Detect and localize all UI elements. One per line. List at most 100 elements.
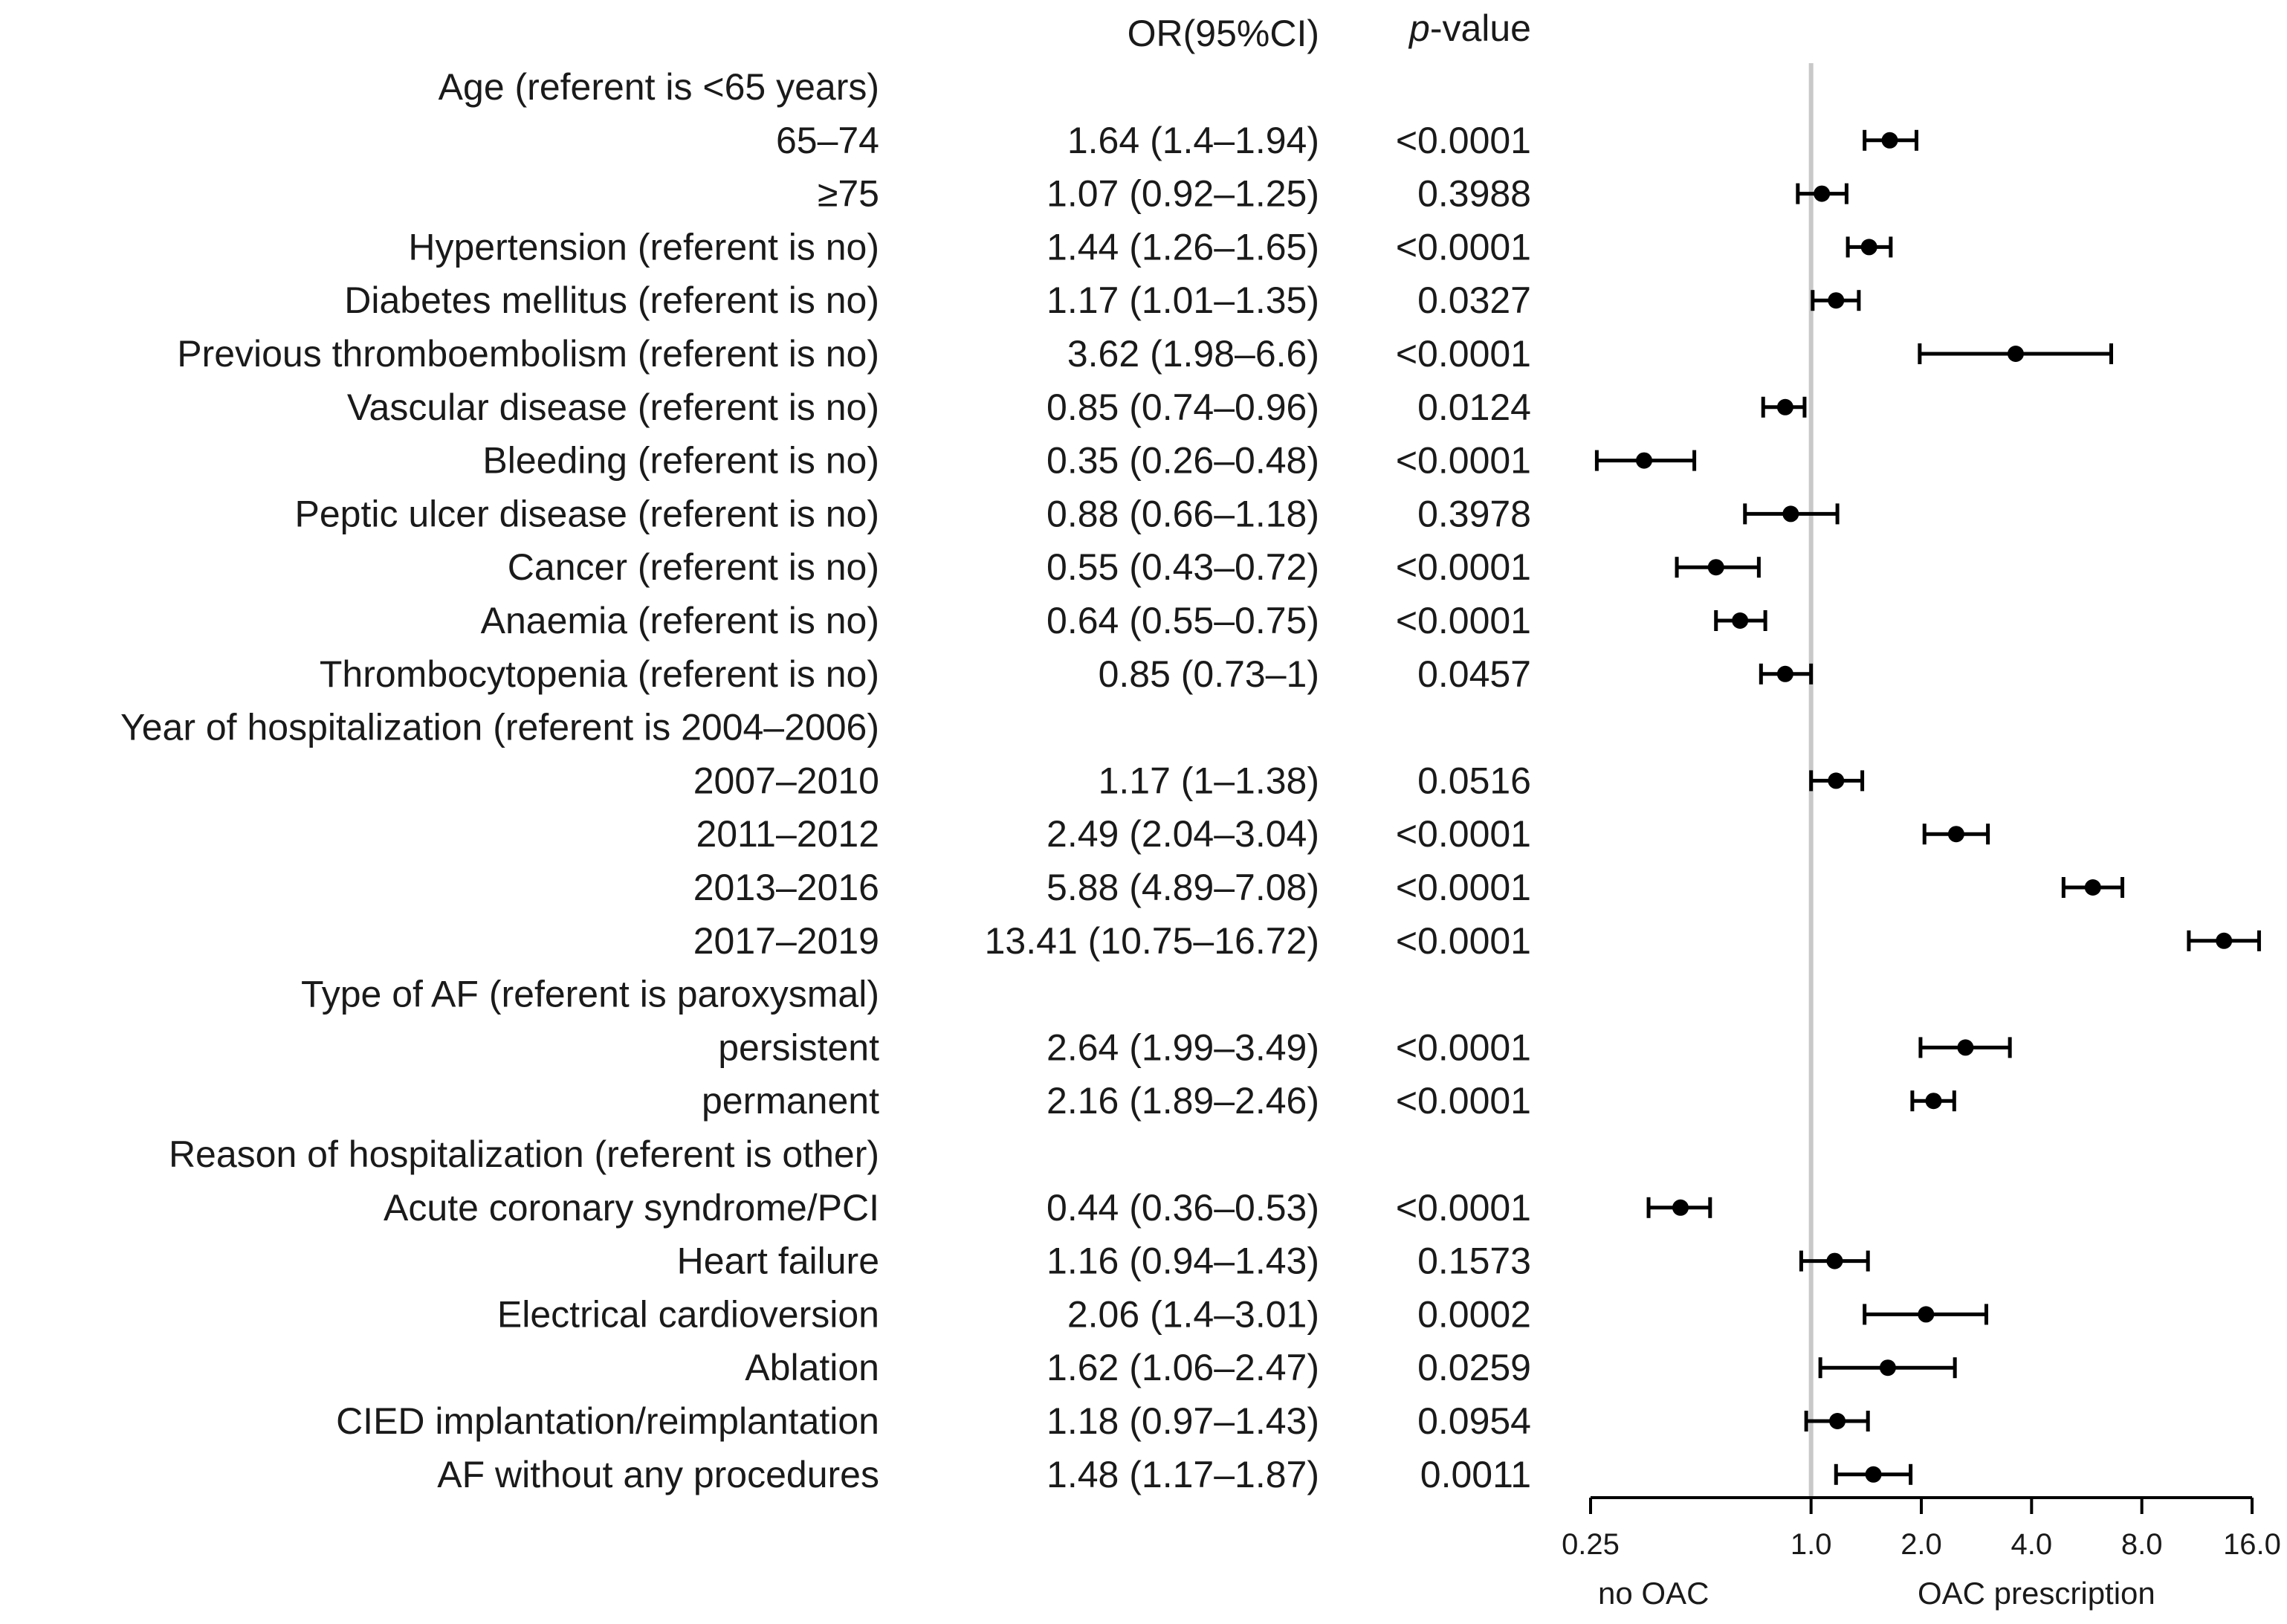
p-value: 0.1573	[1417, 1240, 1531, 1282]
or-column-header: OR(95%CI)	[1128, 13, 1319, 54]
p-value: 0.0516	[1417, 760, 1531, 801]
row-label: 2017–2019	[693, 920, 879, 962]
row-label: 65–74	[776, 120, 879, 161]
p-value-header-suffix: -value	[1430, 7, 1531, 49]
or-point	[2084, 879, 2101, 896]
group-header-label: Year of hospitalization (referent is 200…	[120, 707, 879, 748]
row-label: 2011–2012	[696, 813, 879, 855]
x-tick-label: 1.0	[1791, 1528, 1832, 1561]
p-value: 0.0954	[1417, 1400, 1531, 1442]
no-oac-label: no OAC	[1598, 1576, 1709, 1611]
or-point	[2007, 346, 2024, 362]
group-header-label: Age (referent is <65 years)	[439, 66, 879, 108]
row-label: 2007–2010	[693, 760, 879, 801]
row-label: Ablation	[745, 1347, 879, 1388]
or-ci-value: 1.17 (1.01–1.35)	[1047, 279, 1319, 321]
or-point	[1776, 398, 1793, 415]
or-point	[1957, 1039, 1974, 1056]
row-label: Anaemia (referent is no)	[481, 600, 879, 641]
p-value: 0.0011	[1420, 1454, 1531, 1495]
or-point	[1732, 612, 1749, 629]
or-ci-value: 5.88 (4.89–7.08)	[1047, 867, 1319, 908]
p-value: <0.0001	[1396, 546, 1531, 588]
or-point	[1782, 505, 1799, 523]
row-label: Cancer (referent is no)	[508, 546, 879, 588]
or-point	[1636, 452, 1653, 469]
row-label: permanent	[702, 1080, 879, 1122]
or-point	[2216, 932, 2233, 949]
row-label: Vascular disease (referent is no)	[347, 386, 879, 428]
x-tick-label: 16.0	[2223, 1528, 2281, 1561]
p-value: <0.0001	[1396, 1080, 1531, 1122]
p-value: <0.0001	[1396, 1187, 1531, 1229]
p-value: 0.0259	[1417, 1347, 1531, 1388]
or-ci-value: 1.18 (0.97–1.43)	[1047, 1400, 1319, 1442]
rows-layer: Age (referent is <65 years) 65–74 1.64 (1.…	[120, 63, 2261, 1498]
x-tick-label: 2.0	[1901, 1528, 1942, 1561]
p-value: <0.0001	[1396, 120, 1531, 161]
p-value-column-header: p-value	[1408, 7, 1531, 49]
p-value: <0.0001	[1396, 813, 1531, 855]
p-value: <0.0001	[1396, 333, 1531, 375]
or-ci-value: 2.16 (1.89–2.46)	[1047, 1080, 1319, 1122]
or-ci-value: 1.62 (1.06–2.47)	[1047, 1347, 1319, 1388]
row-label: Acute coronary syndrome/PCI	[384, 1187, 879, 1229]
row-label: Heart failure	[677, 1240, 879, 1282]
or-ci-value: 0.44 (0.36–0.53)	[1047, 1187, 1319, 1229]
or-point	[1829, 1413, 1846, 1429]
or-ci-value: 1.64 (1.4–1.94)	[1067, 120, 1319, 161]
or-point	[1826, 1252, 1843, 1269]
or-point	[1918, 1306, 1935, 1323]
p-value: 0.3978	[1417, 493, 1531, 534]
or-point	[1776, 665, 1793, 682]
row-label: Diabetes mellitus (referent is no)	[344, 279, 879, 321]
p-value: 0.0457	[1417, 653, 1531, 695]
or-point	[1707, 559, 1724, 576]
or-point	[1828, 292, 1845, 309]
oac-prescription-label: OAC prescription	[1918, 1576, 2155, 1611]
or-ci-value: 0.55 (0.43–0.72)	[1047, 546, 1319, 588]
or-ci-value: 0.85 (0.73–1)	[1099, 653, 1319, 695]
or-point	[1860, 239, 1877, 256]
p-value-header-italic: p	[1408, 7, 1430, 49]
or-point	[1879, 1359, 1896, 1376]
p-value: 0.0002	[1417, 1293, 1531, 1335]
or-ci-value: 0.85 (0.74–0.96)	[1047, 386, 1319, 428]
p-value: <0.0001	[1396, 226, 1531, 268]
or-point	[1881, 132, 1898, 149]
row-label: 2013–2016	[693, 867, 879, 908]
or-ci-value: 2.06 (1.4–3.01)	[1067, 1293, 1319, 1335]
row-label: Peptic ulcer disease (referent is no)	[295, 493, 879, 534]
or-ci-value: 1.44 (1.26–1.65)	[1047, 226, 1319, 268]
group-header-label: Reason of hospitalization (referent is o…	[169, 1133, 879, 1175]
or-ci-value: 1.16 (0.94–1.43)	[1047, 1240, 1319, 1282]
p-value: <0.0001	[1396, 920, 1531, 962]
p-value: <0.0001	[1396, 600, 1531, 641]
row-label: AF without any procedures	[437, 1454, 879, 1495]
or-ci-value: 0.88 (0.66–1.18)	[1047, 493, 1319, 534]
row-label: ≥75	[818, 173, 879, 215]
or-ci-value: 2.64 (1.99–3.49)	[1047, 1026, 1319, 1068]
or-point	[1672, 1199, 1689, 1216]
or-point	[1814, 185, 1831, 202]
row-label: CIED implantation/reimplantation	[336, 1400, 879, 1442]
p-value: <0.0001	[1396, 1026, 1531, 1068]
p-value: <0.0001	[1396, 440, 1531, 482]
p-value: <0.0001	[1396, 867, 1531, 908]
row-label: Electrical cardioversion	[497, 1293, 879, 1335]
x-tick-label: 4.0	[2011, 1528, 2053, 1561]
row-label: Bleeding (referent is no)	[482, 440, 879, 482]
x-tick-label: 0.25	[1562, 1528, 1620, 1561]
or-ci-value: 0.35 (0.26–0.48)	[1047, 440, 1319, 482]
or-point	[1865, 1466, 1882, 1483]
p-value: 0.0124	[1417, 386, 1531, 428]
group-header-label: Type of AF (referent is paroxysmal)	[301, 974, 879, 1015]
or-ci-value: 2.49 (2.04–3.04)	[1047, 813, 1319, 855]
row-label: Hypertension (referent is no)	[408, 226, 879, 268]
or-ci-value: 0.64 (0.55–0.75)	[1047, 600, 1319, 641]
x-axis: 0.25 1.0 2.0 4.0 8.0 16.0 no OAC OAC prescripti…	[1562, 1496, 2281, 1611]
or-ci-value: 1.48 (1.17–1.87)	[1047, 1454, 1319, 1495]
x-tick-label: 8.0	[2121, 1528, 2163, 1561]
or-ci-value: 1.17 (1–1.38)	[1099, 760, 1319, 801]
